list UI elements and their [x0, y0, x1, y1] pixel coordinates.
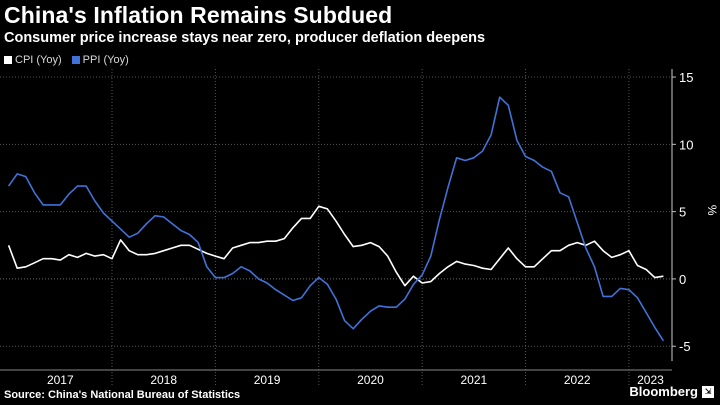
- series-line-cpi: [7, 205, 664, 287]
- chart-subtitle: Consumer price increase stays near zero,…: [4, 30, 486, 46]
- brand-name: Bloomberg: [629, 384, 698, 399]
- legend-swatch-ppi: [71, 56, 80, 64]
- legend-label-ppi: PPI (Yoy): [82, 54, 129, 66]
- y-tick-label: 0: [679, 272, 686, 287]
- x-tick-label: 2020: [357, 373, 384, 387]
- chart-legend: CPI (Yoy) PPI (Yoy): [4, 54, 129, 66]
- y-tick-label: -5: [679, 339, 691, 354]
- y-tick-label: 15: [679, 70, 693, 85]
- x-tick-label: 2023: [637, 373, 664, 387]
- legend-swatch-cpi: [4, 56, 12, 64]
- brand-logo: Bloomberg ⇲: [629, 384, 714, 399]
- source-note: Source: China's National Bureau of Stati…: [4, 389, 241, 401]
- legend-item-ppi: PPI (Yoy): [71, 54, 129, 66]
- x-tick-label: 2021: [460, 373, 487, 387]
- share-icon: ⇲: [702, 385, 714, 398]
- y-tick-label: 5: [679, 205, 686, 220]
- series-line-ppi: [7, 96, 665, 342]
- legend-item-cpi: CPI (Yoy): [4, 54, 62, 66]
- x-tick-label: 2022: [564, 373, 591, 387]
- y-axis-label: %: [705, 205, 719, 216]
- chart-title: China's Inflation Remains Subdued: [4, 2, 393, 28]
- x-tick-label: 2018: [150, 373, 177, 387]
- legend-label-cpi: CPI (Yoy): [15, 54, 62, 66]
- y-tick-label: 10: [679, 137, 693, 152]
- x-tick-label: 2017: [47, 373, 74, 387]
- x-tick-label: 2019: [254, 373, 281, 387]
